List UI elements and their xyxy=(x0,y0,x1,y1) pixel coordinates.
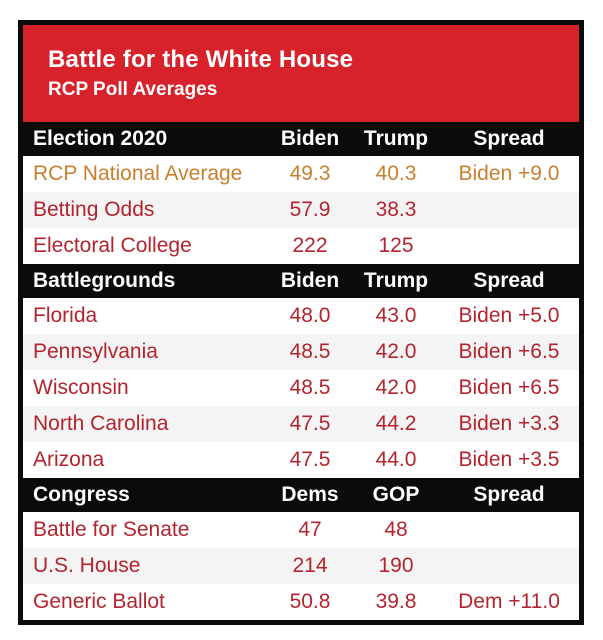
row-label: RCP National Average xyxy=(33,162,243,185)
column-header-biden: Biden xyxy=(280,269,340,292)
column-header-biden: Biden xyxy=(280,127,340,150)
section-rows: Battle for Senate 47 48 U.S. House 214 1… xyxy=(23,512,579,620)
row-label: Betting Odds xyxy=(33,198,155,221)
banner-title: Battle for the White House xyxy=(48,46,354,73)
row-value-biden: 222 xyxy=(292,234,328,257)
row-value-trump: 44.2 xyxy=(375,412,417,435)
table-row-electoral-college: Electoral College 222 125 xyxy=(23,228,579,264)
row-label: Electoral College xyxy=(33,234,192,257)
row-value-spread: Biden +9.0 xyxy=(458,162,560,185)
table-row-us-house: U.S. House 214 190 xyxy=(23,548,579,584)
row-value-gop: 48 xyxy=(384,518,408,541)
column-header-spread: Spread xyxy=(473,127,545,150)
section-congress: Congress Dems GOP Spread Battle for Sena… xyxy=(23,478,579,620)
table-row-north-carolina: North Carolina 47.5 44.2 Biden +3.3 xyxy=(23,406,579,442)
table-row-battle-for-senate: Battle for Senate 47 48 xyxy=(23,512,579,548)
row-label: U.S. House xyxy=(33,554,141,577)
row-value-spread: Biden +3.5 xyxy=(458,448,560,471)
section-header-congress: Congress Dems GOP Spread xyxy=(23,478,579,512)
row-value-biden: 47.5 xyxy=(289,412,331,435)
row-value-trump: 44.0 xyxy=(375,448,417,471)
section-rows: Florida 48.0 43.0 Biden +5.0 Pennsylvani… xyxy=(23,298,579,478)
column-header-trump: Trump xyxy=(363,127,429,150)
row-value-dems: 50.8 xyxy=(289,590,331,613)
row-value-spread: Dem +11.0 xyxy=(458,590,560,613)
row-value-trump: 40.3 xyxy=(375,162,417,185)
section-battlegrounds: Battlegrounds Biden Trump Spread Florida… xyxy=(23,264,579,478)
column-header-spread: Spread xyxy=(473,483,545,506)
row-value-biden: 48.5 xyxy=(289,376,331,399)
row-value-spread: Biden +6.5 xyxy=(458,340,560,363)
table-frame: Battle for the White House RCP Poll Aver… xyxy=(18,20,584,625)
section-header-election-2020: Election 2020 Biden Trump Spread xyxy=(23,122,579,156)
column-header-trump: Trump xyxy=(363,269,429,292)
section-election-2020: Election 2020 Biden Trump Spread RCP Nat… xyxy=(23,122,579,264)
table-row-florida: Florida 48.0 43.0 Biden +5.0 xyxy=(23,298,579,334)
row-value-biden: 49.3 xyxy=(289,162,331,185)
table-row-rcp-national-average: RCP National Average 49.3 40.3 Biden +9.… xyxy=(23,156,579,192)
column-header-gop: GOP xyxy=(372,483,420,506)
column-header-dems: Dems xyxy=(281,483,339,506)
row-value-dems: 214 xyxy=(292,554,328,577)
title-banner: Battle for the White House RCP Poll Aver… xyxy=(23,25,579,122)
row-label: North Carolina xyxy=(33,412,169,435)
row-value-trump: 42.0 xyxy=(375,340,417,363)
row-value-trump: 125 xyxy=(378,234,414,257)
row-label: Battle for Senate xyxy=(33,518,190,541)
section-title: Congress xyxy=(33,483,130,506)
row-label: Florida xyxy=(33,304,98,327)
table-row-pennsylvania: Pennsylvania 48.5 42.0 Biden +6.5 xyxy=(23,334,579,370)
section-rows: RCP National Average 49.3 40.3 Biden +9.… xyxy=(23,156,579,264)
row-value-spread: Biden +3.3 xyxy=(458,412,560,435)
table-row-generic-ballot: Generic Ballot 50.8 39.8 Dem +11.0 xyxy=(23,584,579,620)
table-row-betting-odds: Betting Odds 57.9 38.3 xyxy=(23,192,579,228)
row-label: Arizona xyxy=(33,448,105,471)
row-value-trump: 42.0 xyxy=(375,376,417,399)
row-value-trump: 43.0 xyxy=(375,304,417,327)
row-label: Generic Ballot xyxy=(33,590,165,613)
section-title: Battlegrounds xyxy=(33,269,176,292)
row-label: Pennsylvania xyxy=(33,340,158,363)
row-value-biden: 57.9 xyxy=(289,198,331,221)
row-value-spread: Biden +5.0 xyxy=(458,304,560,327)
section-title: Election 2020 xyxy=(33,127,168,150)
row-value-gop: 190 xyxy=(378,554,414,577)
row-value-biden: 48.0 xyxy=(289,304,331,327)
row-value-biden: 47.5 xyxy=(289,448,331,471)
table-row-arizona: Arizona 47.5 44.0 Biden +3.5 xyxy=(23,442,579,478)
row-value-dems: 47 xyxy=(298,518,322,541)
column-header-spread: Spread xyxy=(473,269,545,292)
table-row-wisconsin: Wisconsin 48.5 42.0 Biden +6.5 xyxy=(23,370,579,406)
row-value-gop: 39.8 xyxy=(375,590,417,613)
banner-subtitle: RCP Poll Averages xyxy=(48,79,218,100)
section-header-battlegrounds: Battlegrounds Biden Trump Spread xyxy=(23,264,579,298)
row-value-trump: 38.3 xyxy=(375,198,417,221)
row-value-spread: Biden +6.5 xyxy=(458,376,560,399)
row-label: Wisconsin xyxy=(33,376,129,399)
row-value-biden: 48.5 xyxy=(289,340,331,363)
